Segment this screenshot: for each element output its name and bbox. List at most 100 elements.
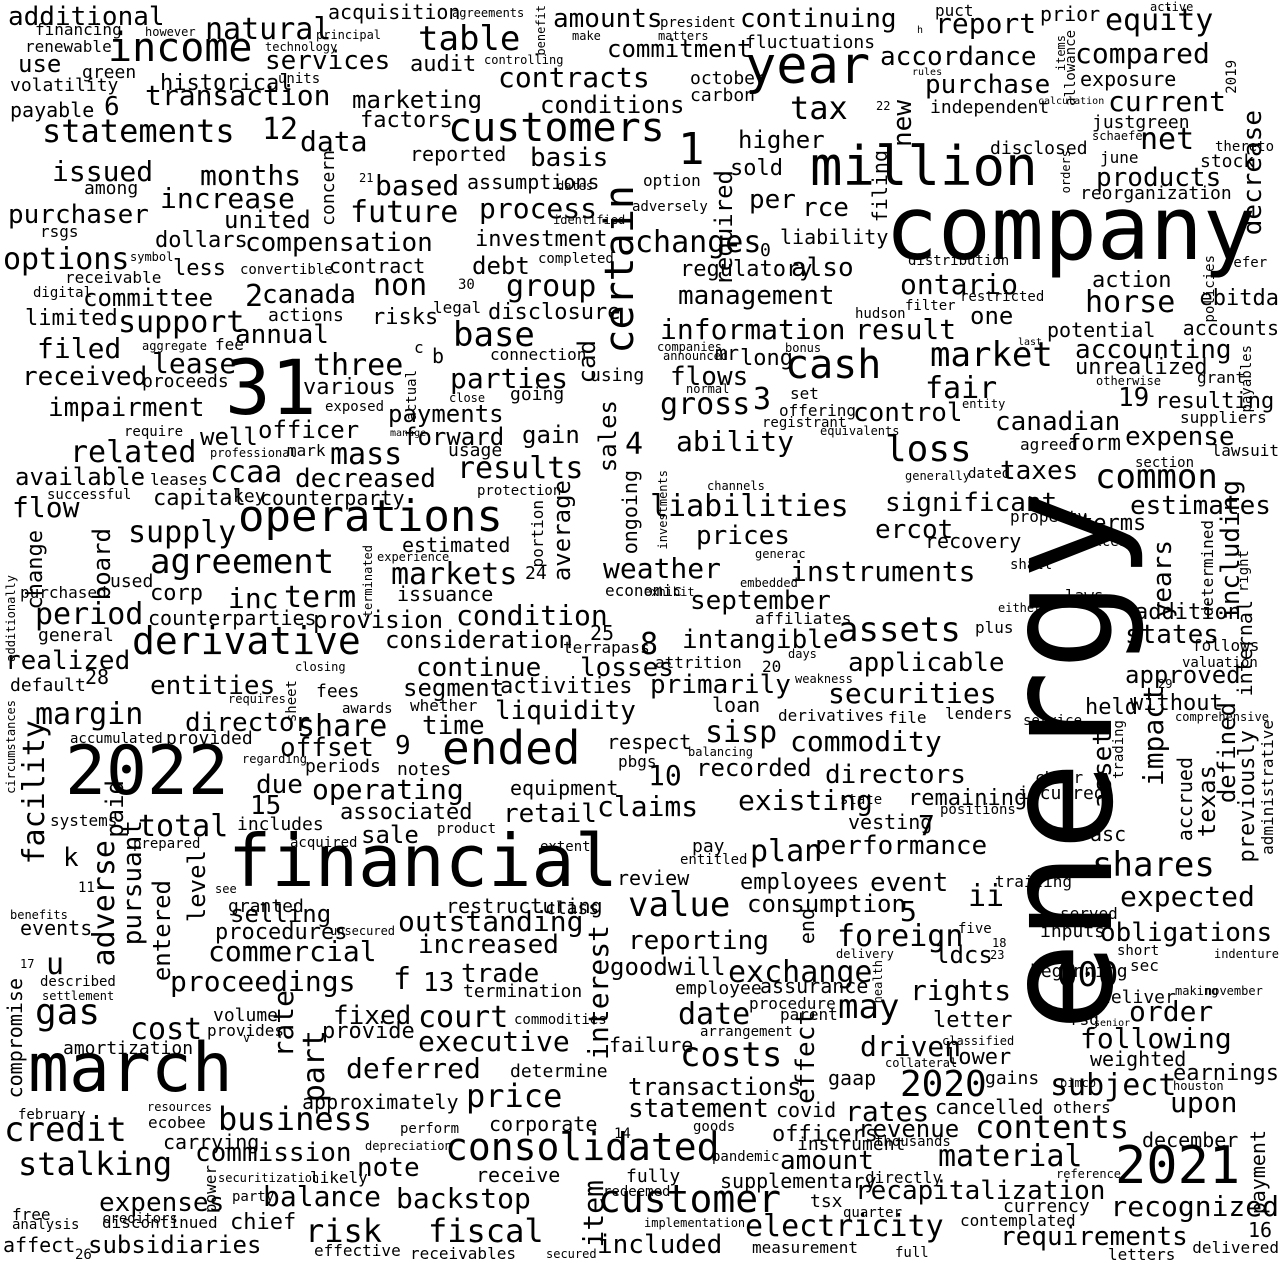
- cloud-word: power: [201, 1165, 220, 1214]
- cloud-word: flows: [670, 362, 749, 392]
- cloud-word: upon: [1170, 1086, 1238, 1119]
- cloud-word: three: [313, 348, 404, 383]
- cloud-word: basis: [530, 143, 609, 173]
- cloud-word: depreciation: [365, 1139, 452, 1153]
- cloud-word: terminated: [361, 545, 375, 618]
- cloud-word: matters: [658, 29, 709, 43]
- cloud-word: days: [788, 647, 817, 661]
- cloud-word: services: [265, 46, 391, 76]
- cloud-word: fees: [316, 681, 360, 702]
- cloud-word: balance: [263, 1180, 382, 1213]
- cloud-word: supply: [128, 515, 237, 550]
- cloud-word: included: [597, 1230, 723, 1260]
- cloud-word: subject: [1050, 1068, 1177, 1103]
- cloud-word: parties: [450, 362, 569, 395]
- cloud-word: price: [466, 1077, 563, 1115]
- cloud-word: group: [506, 269, 597, 304]
- cloud-word: less: [173, 256, 226, 281]
- cloud-word: disclosed: [990, 138, 1088, 159]
- cloud-word: current: [1108, 85, 1227, 118]
- cloud-word: leases: [150, 470, 208, 489]
- cloud-word: selling: [230, 900, 332, 928]
- cloud-word: prices: [696, 521, 790, 551]
- cloud-word: ecobee: [148, 1113, 206, 1132]
- cloud-word: cancelled: [935, 1095, 1044, 1119]
- cloud-word: decreased: [295, 464, 436, 494]
- cloud-word: reporting: [628, 926, 769, 956]
- cloud-word: management: [678, 281, 835, 311]
- cloud-word: compromise: [3, 978, 27, 1099]
- cloud-word: debt: [472, 252, 530, 280]
- cloud-word: determine: [510, 1061, 608, 1082]
- cloud-word: continuing: [740, 4, 897, 34]
- cloud-word: payables: [1239, 345, 1255, 413]
- cloud-word: convertible: [240, 262, 333, 278]
- cloud-word: deferred: [346, 1052, 481, 1085]
- cloud-word: protection: [477, 483, 562, 499]
- cloud-word: dates: [557, 179, 594, 193]
- cloud-word: director: [185, 708, 311, 738]
- cloud-word: lenders: [945, 704, 1013, 723]
- cloud-word: portion: [528, 500, 547, 568]
- cloud-word: foreign: [837, 919, 964, 954]
- cloud-word: trailing: [995, 872, 1073, 891]
- cloud-word: revenue: [858, 1115, 960, 1143]
- cloud-word: mark: [287, 441, 326, 460]
- cloud-word: letters: [1108, 1245, 1176, 1263]
- cloud-word: determined: [1198, 520, 1217, 617]
- cloud-word: earnings: [1173, 1061, 1279, 1086]
- cloud-word: ccaa: [210, 455, 283, 490]
- cloud-word: make: [572, 29, 601, 43]
- cloud-word: effect: [791, 1010, 821, 1104]
- cloud-word: shall: [1010, 557, 1053, 573]
- cloud-word: u: [46, 947, 65, 982]
- cloud-word: periods: [305, 756, 381, 777]
- cloud-word: 1: [678, 124, 705, 175]
- cloud-word: taxes: [1000, 456, 1079, 486]
- cloud-word: may: [838, 987, 900, 1027]
- cloud-word: gas: [35, 992, 101, 1033]
- cloud-word: officers: [772, 1122, 878, 1147]
- cloud-word: supplementary: [720, 1169, 877, 1193]
- cloud-word: factors: [360, 108, 453, 133]
- cloud-word: perform: [400, 1121, 460, 1137]
- cloud-word: close: [449, 391, 486, 405]
- cloud-word: 24: [525, 563, 547, 584]
- cloud-word: state: [840, 792, 883, 808]
- cloud-word: laws: [1065, 586, 1104, 605]
- cloud-word: 28: [85, 665, 110, 689]
- cloud-word: financial: [228, 819, 619, 903]
- cloud-word: health: [871, 960, 885, 1004]
- cloud-word: consumption: [747, 890, 906, 918]
- cloud-word: right: [1236, 550, 1252, 593]
- cloud-word: among: [84, 178, 139, 199]
- cloud-word: agreement: [150, 542, 335, 582]
- cloud-word: united: [224, 206, 311, 234]
- cloud-word: trade: [461, 959, 540, 989]
- cloud-word: liabilities: [650, 489, 849, 524]
- cloud-word: principal: [316, 28, 382, 42]
- cloud-word: operating: [312, 773, 464, 806]
- cloud-word: driven: [860, 1030, 962, 1063]
- cloud-word: letter: [933, 1008, 1013, 1033]
- cloud-word: accounts: [1182, 316, 1279, 340]
- cloud-word: filter: [905, 298, 956, 314]
- cloud-word: dated: [968, 466, 1011, 482]
- cloud-word: recovery: [925, 529, 1022, 553]
- cloud-word: c: [414, 338, 424, 357]
- cloud-word: set: [790, 384, 819, 403]
- cloud-word: rules: [912, 67, 943, 78]
- cloud-word: houston: [1173, 1079, 1224, 1093]
- cloud-word: purchase: [925, 70, 1051, 100]
- cloud-word: entitled: [680, 852, 748, 868]
- cloud-word: administrative: [1258, 720, 1277, 855]
- cloud-word: cash: [785, 342, 882, 388]
- cloud-word: plus: [975, 618, 1014, 637]
- cloud-word: end: [795, 908, 819, 945]
- cloud-word: stalking: [18, 1145, 173, 1183]
- cloud-word: reference: [1056, 1167, 1122, 1181]
- cloud-word: successful: [47, 487, 132, 503]
- cloud-word: entity: [962, 397, 1006, 411]
- cloud-word: 9: [395, 731, 411, 761]
- cloud-word: continue: [416, 653, 542, 683]
